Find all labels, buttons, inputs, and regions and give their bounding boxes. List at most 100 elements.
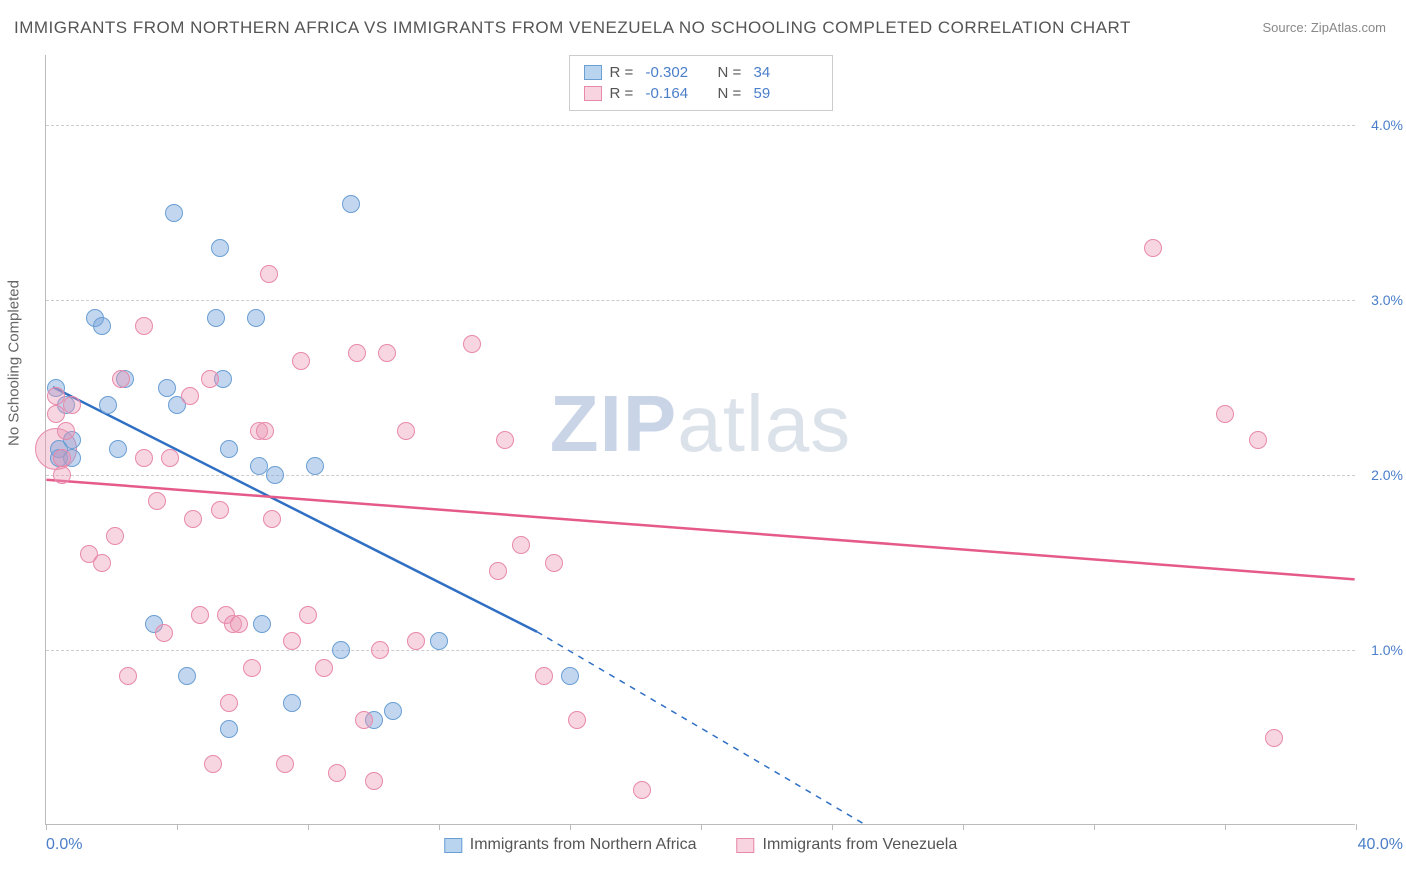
data-point xyxy=(407,632,425,650)
data-point xyxy=(348,344,366,362)
data-point xyxy=(211,239,229,257)
data-point xyxy=(512,536,530,554)
x-tick-mark xyxy=(1356,824,1357,830)
data-point xyxy=(430,632,448,650)
y-tick-label: 2.0% xyxy=(1371,467,1403,483)
stats-row-series-0: R =-0.302 N =34 xyxy=(584,62,818,83)
y-axis-label: No Schooling Completed xyxy=(6,280,23,446)
data-point xyxy=(220,720,238,738)
data-point xyxy=(207,309,225,327)
data-point xyxy=(332,641,350,659)
data-point xyxy=(184,510,202,528)
data-point xyxy=(561,667,579,685)
x-tick-mark xyxy=(1225,824,1226,830)
swatch-icon xyxy=(584,86,602,101)
legend-label: Immigrants from Venezuela xyxy=(762,836,957,854)
data-point xyxy=(165,204,183,222)
data-point xyxy=(148,492,166,510)
data-point xyxy=(253,615,271,633)
x-tick-mark xyxy=(439,824,440,830)
data-point xyxy=(47,405,65,423)
source-attribution: Source: ZipAtlas.com xyxy=(1262,20,1386,35)
x-tick-mark xyxy=(963,824,964,830)
data-point xyxy=(47,387,65,405)
data-point xyxy=(93,317,111,335)
data-point xyxy=(119,667,137,685)
data-point xyxy=(99,396,117,414)
data-point xyxy=(53,466,71,484)
y-tick-label: 1.0% xyxy=(1371,642,1403,658)
chart-plot-area: ZIPatlas 1.0%2.0%3.0%4.0% 0.0% 40.0% R =… xyxy=(45,55,1355,825)
swatch-icon xyxy=(584,65,602,80)
data-point xyxy=(1265,729,1283,747)
data-point xyxy=(365,772,383,790)
x-tick-mark xyxy=(832,824,833,830)
data-point xyxy=(201,370,219,388)
data-point xyxy=(276,755,294,773)
data-point xyxy=(191,606,209,624)
data-point xyxy=(384,702,402,720)
gridline xyxy=(46,125,1355,126)
data-point xyxy=(463,335,481,353)
data-point xyxy=(545,554,563,572)
stats-row-series-1: R =-0.164 N =59 xyxy=(584,83,818,104)
swatch-icon xyxy=(444,838,462,853)
x-tick-mark xyxy=(570,824,571,830)
data-point xyxy=(568,711,586,729)
data-point xyxy=(378,344,396,362)
data-point xyxy=(63,396,81,414)
data-point xyxy=(283,632,301,650)
data-point xyxy=(93,554,111,572)
data-point xyxy=(299,606,317,624)
data-point xyxy=(135,317,153,335)
data-point xyxy=(306,457,324,475)
data-point xyxy=(397,422,415,440)
data-point xyxy=(106,527,124,545)
data-point xyxy=(250,457,268,475)
x-tick-max: 40.0% xyxy=(1358,836,1403,854)
data-point xyxy=(315,659,333,677)
x-tick-mark xyxy=(177,824,178,830)
x-tick-mark xyxy=(46,824,47,830)
data-point xyxy=(112,370,130,388)
x-tick-mark xyxy=(1094,824,1095,830)
data-point xyxy=(220,440,238,458)
data-point xyxy=(53,449,71,467)
data-point xyxy=(260,265,278,283)
data-point xyxy=(342,195,360,213)
data-point xyxy=(1249,431,1267,449)
data-point xyxy=(230,615,248,633)
legend-item-1: Immigrants from Venezuela xyxy=(736,836,957,854)
legend-label: Immigrants from Northern Africa xyxy=(470,836,697,854)
legend-item-0: Immigrants from Northern Africa xyxy=(444,836,697,854)
data-point xyxy=(57,422,75,440)
data-point xyxy=(283,694,301,712)
data-point xyxy=(489,562,507,580)
x-tick-mark xyxy=(308,824,309,830)
data-point xyxy=(109,440,127,458)
data-point xyxy=(181,387,199,405)
data-point xyxy=(535,667,553,685)
data-point xyxy=(161,449,179,467)
trend-lines xyxy=(46,55,1355,824)
data-point xyxy=(496,431,514,449)
data-point xyxy=(135,449,153,467)
data-point xyxy=(1216,405,1234,423)
swatch-icon xyxy=(736,838,754,853)
data-point xyxy=(220,694,238,712)
x-tick-mark xyxy=(701,824,702,830)
data-point xyxy=(292,352,310,370)
x-tick-min: 0.0% xyxy=(46,836,82,854)
y-tick-label: 4.0% xyxy=(1371,117,1403,133)
data-point xyxy=(328,764,346,782)
gridline xyxy=(46,475,1355,476)
data-point xyxy=(266,466,284,484)
data-point xyxy=(158,379,176,397)
watermark: ZIPatlas xyxy=(550,378,851,470)
series-legend: Immigrants from Northern Africa Immigran… xyxy=(444,836,957,854)
data-point xyxy=(355,711,373,729)
data-point xyxy=(204,755,222,773)
data-point xyxy=(243,659,261,677)
data-point xyxy=(211,501,229,519)
data-point xyxy=(371,641,389,659)
